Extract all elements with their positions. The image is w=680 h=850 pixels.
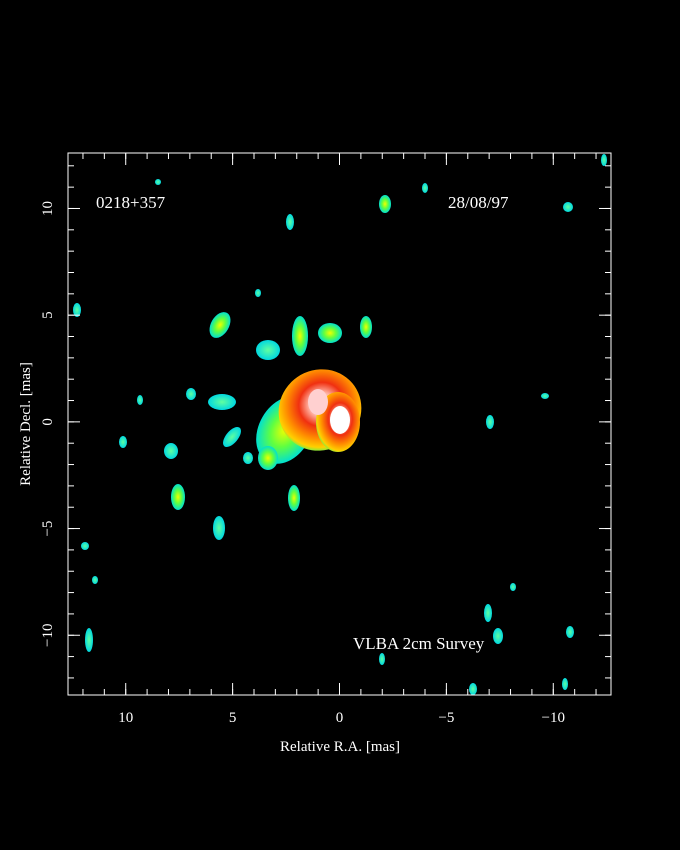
x-tick-label: 10 xyxy=(118,710,133,726)
source-name: 0218+357 xyxy=(96,193,166,212)
y-tick-label: −10 xyxy=(40,624,56,647)
x-tick-label: −5 xyxy=(438,710,454,726)
y-axis-label: Relative Decl. [mas] xyxy=(18,362,34,486)
emission xyxy=(73,154,607,695)
y-tick-label: 0 xyxy=(40,418,56,426)
x-axis-label: Relative R.A. [mas] xyxy=(280,739,400,755)
survey-label: VLBA 2cm Survey xyxy=(353,634,485,653)
y-tick-label: 10 xyxy=(40,201,56,216)
epoch: 28/08/97 xyxy=(448,193,509,212)
y-tick-label: 5 xyxy=(40,311,56,319)
x-tick-label: 5 xyxy=(229,710,237,726)
x-tick-label: −10 xyxy=(542,710,565,726)
y-tick-label: −5 xyxy=(40,521,56,537)
x-tick-label: 0 xyxy=(336,710,344,726)
